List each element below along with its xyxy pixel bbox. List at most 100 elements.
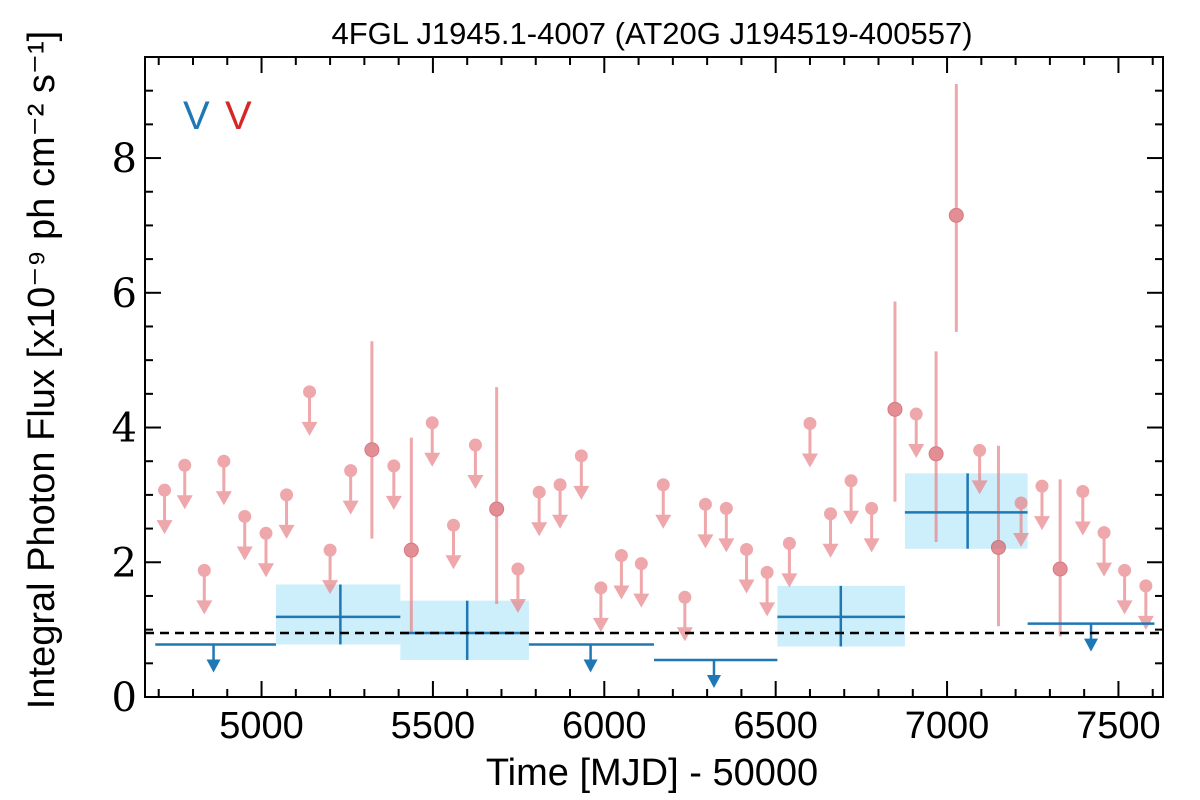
red-upper-limit (655, 478, 672, 529)
red-upper-limit (509, 562, 526, 613)
red-upper-limit-head (156, 520, 173, 535)
red-upper-limit-marker (238, 509, 252, 523)
red-upper-limit-marker (532, 485, 546, 499)
red-upper-limit-head (176, 495, 193, 510)
red-upper-limit-marker (197, 563, 211, 577)
red-point-marker (990, 539, 1006, 555)
red-point (1052, 479, 1068, 637)
red-upper-limit-marker (678, 590, 692, 604)
x-tick-label: 6500 (733, 705, 818, 747)
red-upper-limit-marker (844, 474, 858, 488)
tick-layer (145, 57, 1163, 698)
red-upper-limit-marker (1118, 563, 1132, 577)
red-upper-limit (908, 407, 925, 459)
red-upper-limit-marker (217, 454, 231, 468)
red-upper-limit (385, 459, 402, 510)
red-upper-limit-head (1116, 600, 1133, 615)
red-upper-limit (781, 536, 798, 588)
blue-band (904, 473, 1028, 549)
red-upper-limit (863, 501, 880, 553)
red-point (364, 341, 380, 539)
red-upper-limit-head (801, 453, 818, 468)
red-upper-limit-marker (594, 581, 608, 595)
red-upper-limit-marker (468, 438, 482, 452)
red-upper-limit (738, 542, 755, 594)
red-upper-limit (801, 416, 818, 468)
red-upper-limit (718, 501, 735, 553)
red-upper-limit-head (385, 495, 402, 510)
red-upper-limit (1137, 579, 1154, 630)
red-upper-limit-marker (824, 507, 838, 521)
red-upper-limit (592, 581, 609, 632)
x-tick-label: 7500 (1076, 705, 1161, 747)
red-upper-limit-marker (303, 385, 317, 399)
red-upper-limit-head (236, 546, 253, 561)
red-upper-limit-marker (1097, 526, 1111, 540)
red-upper-limit-head (215, 491, 232, 506)
red-upper-limit-marker (1139, 579, 1153, 593)
red-upper-limit (1074, 485, 1091, 536)
red-point-marker (928, 446, 944, 462)
x-axis-label: Time [MJD] - 50000 (486, 752, 818, 794)
red-upper-limit-head (633, 593, 650, 608)
red-point (948, 83, 964, 332)
red-upper-limit-head (613, 585, 630, 600)
red-upper-limit-marker (698, 497, 712, 511)
red-upper-limit-marker (553, 478, 567, 492)
red-point (403, 437, 419, 633)
red-upper-limit-head (1013, 532, 1030, 547)
red-upper-limit-marker (344, 464, 358, 478)
x-tick-label: 5500 (391, 705, 476, 747)
red-upper-limit (342, 464, 359, 515)
red-upper-limit-head (509, 599, 526, 613)
red-upper-limit (552, 478, 569, 529)
red-upper-limit-marker (178, 458, 192, 472)
red-upper-limit-marker (865, 501, 879, 515)
tick-label-layer: 5000 5500 6000 6500 7000 7500 0 2 4 6 8 (112, 136, 1161, 747)
red-upper-limit-marker (656, 478, 670, 492)
red-upper-limit-marker (446, 518, 460, 532)
red-upper-limit-head (738, 579, 755, 594)
red-upper-limit-marker (158, 483, 172, 497)
red-upper-limit (676, 590, 693, 642)
red-point (990, 445, 1006, 627)
red-upper-limit-marker (323, 543, 337, 557)
red-upper-limit-head (822, 543, 839, 558)
red-upper-limit-head (971, 480, 988, 495)
red-upper-limit-head (467, 475, 484, 490)
red-upper-limit-head (531, 522, 548, 537)
red-upper-limit (236, 509, 253, 561)
red-point-marker (887, 401, 903, 417)
red-upper-limit (759, 565, 776, 617)
red-upper-limit-head (573, 485, 590, 500)
red-upper-limit-head (1074, 521, 1091, 536)
red-upper-limit-marker (782, 536, 796, 550)
red-upper-limit-head (278, 524, 295, 539)
red-point-marker (1052, 561, 1068, 577)
red-upper-limit-marker (280, 488, 294, 502)
red-upper-limit (215, 454, 232, 506)
red-upper-limit (633, 557, 650, 608)
red-upper-limit (278, 488, 295, 539)
red-upper-limit-marker (973, 443, 987, 457)
red-point-marker (489, 501, 505, 517)
y-tick-label: 8 (112, 136, 137, 182)
red-upper-limit (613, 549, 630, 600)
red-series-layer (156, 83, 1154, 642)
red-upper-limit (1116, 563, 1133, 615)
red-upper-limit-marker (425, 416, 439, 430)
red-upper-limit-marker (760, 565, 774, 579)
legend-label-red: V (225, 94, 252, 138)
red-upper-limit-head (257, 563, 274, 578)
legend-label-blue: V (183, 94, 210, 138)
blue-upper-limit-head (206, 659, 221, 673)
chart-title: 4FGL J1945.1-4007 (AT20G J194519-400557) (331, 16, 972, 51)
x-tick-label: 7000 (905, 705, 990, 747)
blue-band (275, 584, 401, 645)
red-upper-limit-head (759, 602, 776, 617)
red-upper-limit-head (697, 534, 714, 549)
red-upper-limit (257, 526, 274, 578)
red-upper-limit (301, 385, 318, 436)
y-tick-label: 4 (112, 406, 137, 452)
red-upper-limit-marker (259, 526, 273, 540)
